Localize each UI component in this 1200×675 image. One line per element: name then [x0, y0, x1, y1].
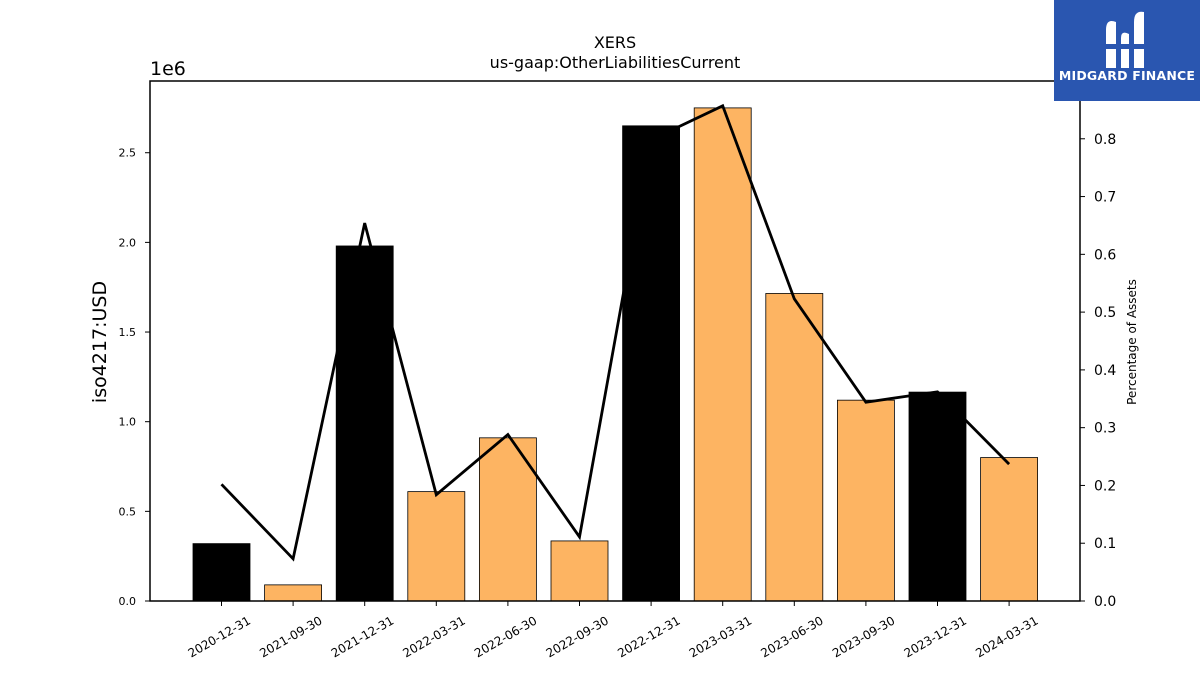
y-tick-label: 0.0 — [119, 595, 137, 608]
bar-2023-12-31 — [908, 391, 967, 602]
y-tick-label: 1.5 — [119, 326, 137, 339]
y2-tick-label: 0.1 — [1094, 536, 1116, 552]
y-tick-label: 1.0 — [119, 416, 137, 429]
y2-tick-label: 0.5 — [1094, 305, 1116, 321]
x-tick-label: 2022-09-30 — [544, 613, 611, 660]
x-tick-label: 2021-09-30 — [257, 613, 324, 660]
bars-group — [192, 107, 1038, 602]
y2-tick-label: 0.7 — [1094, 190, 1116, 206]
x-tick-label: 2023-06-30 — [758, 613, 825, 660]
x-tick-label: 2022-06-30 — [472, 613, 539, 660]
y-offset-label: 1e6 — [150, 58, 186, 80]
y-tick-label: 0.5 — [119, 505, 137, 518]
bar-2023-09-30 — [837, 399, 895, 602]
y2-tick-label: 0.8 — [1094, 132, 1116, 148]
chart-subtitle: us-gaap:OtherLiabilitiesCurrent — [490, 53, 741, 72]
y2-tick-label: 0.0 — [1094, 594, 1116, 610]
bar-2022-09-30 — [550, 540, 609, 602]
y-tick-label: 2.5 — [119, 147, 137, 160]
x-tick-label: 2023-03-31 — [687, 613, 754, 660]
y2-tick-label: 0.2 — [1094, 478, 1116, 494]
bar-2021-09-30 — [264, 584, 323, 602]
y-axis-right: 0.0 0.1 0.2 0.3 0.4 0.5 0.6 0.7 0.8 — [1080, 132, 1116, 610]
y2-tick-label: 0.6 — [1094, 247, 1116, 263]
bar-2024-03-31 — [980, 457, 1038, 602]
x-tick-label: 2023-12-31 — [902, 613, 969, 660]
x-axis: 2020-12-31 2021-09-30 2021-12-31 2022-03-31… — [186, 601, 1041, 660]
bar-2023-03-31 — [693, 107, 752, 602]
y2-tick-label: 0.4 — [1094, 363, 1116, 379]
bar-2020-12-31 — [192, 543, 251, 602]
bar-2021-12-31 — [335, 245, 394, 602]
x-tick-label: 2020-12-31 — [186, 613, 253, 660]
midgard-logo-icon — [1104, 11, 1150, 68]
bar-2023-06-30 — [765, 293, 824, 602]
y-axis-left: 0.0 0.5 1.0 1.5 2.0 2.5 — [119, 147, 150, 608]
bar-2022-12-31 — [622, 125, 680, 602]
y2-axis-label: Percentage of Assets — [1125, 279, 1139, 405]
x-tick-label: 2021-12-31 — [329, 613, 396, 660]
y2-tick-label: 0.3 — [1094, 421, 1116, 437]
x-tick-label: 2022-03-31 — [400, 613, 467, 660]
percentage-line — [220, 103, 1011, 562]
x-tick-label: 2022-12-31 — [615, 613, 682, 660]
y-axis-label: iso4217:USD — [89, 281, 111, 403]
bar-2022-06-30 — [478, 437, 537, 602]
logo: MIDGARD FINANCE — [1054, 0, 1200, 101]
line-group — [220, 103, 1011, 562]
y-tick-label: 2.0 — [119, 236, 137, 249]
plot-frame — [149, 80, 1081, 602]
chart-title: XERS — [594, 33, 636, 52]
x-tick-label: 2023-09-30 — [830, 613, 897, 660]
x-tick-label: 2024-03-31 — [973, 613, 1040, 660]
bar-2022-03-31 — [407, 491, 466, 602]
logo-text: MIDGARD FINANCE — [1058, 68, 1196, 83]
